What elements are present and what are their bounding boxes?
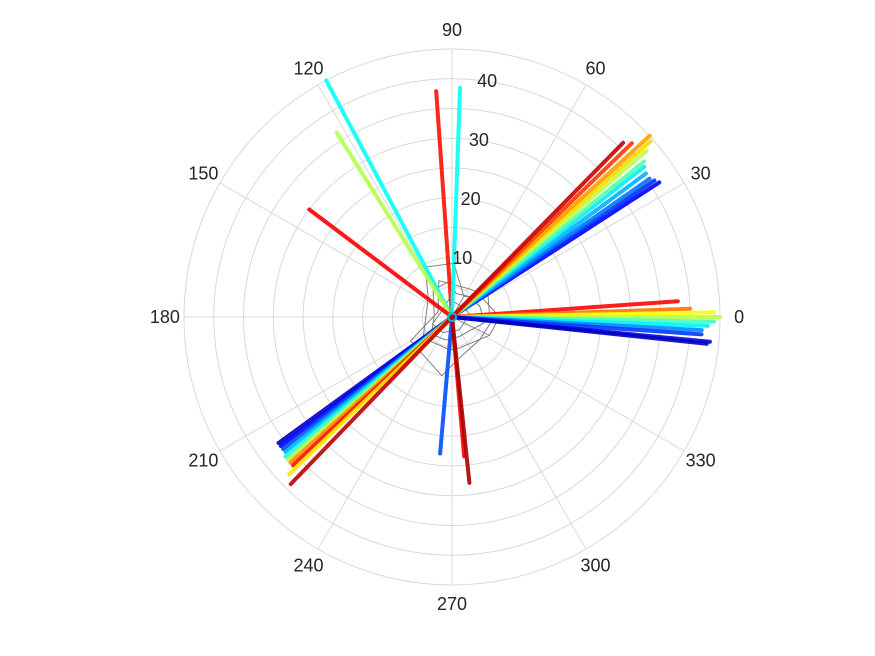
web-line — [430, 280, 485, 341]
theta-tick-label: 30 — [691, 164, 711, 184]
data-ray — [307, 207, 454, 319]
data-ray — [288, 315, 454, 487]
theta-tick-label: 120 — [293, 58, 323, 78]
theta-tick-label: 150 — [188, 164, 218, 184]
theta-tick-label: 330 — [686, 451, 716, 471]
r-tick-label: 20 — [461, 189, 481, 209]
grid-spoke — [451, 316, 685, 452]
theta-tick-label: 270 — [437, 594, 467, 614]
grid-spoke — [317, 316, 453, 550]
data-ray — [450, 315, 472, 485]
grid-spoke — [451, 182, 685, 318]
grid-spoke — [219, 182, 453, 318]
data-ray — [434, 89, 454, 319]
data-rays — [276, 78, 722, 487]
theta-tick-label: 90 — [442, 20, 462, 40]
web-line — [451, 316, 490, 336]
center-marker — [447, 312, 457, 322]
grid-spoke — [219, 316, 453, 452]
theta-tick-label: 300 — [580, 556, 610, 576]
grid-spoke — [451, 316, 587, 550]
data-ray — [334, 130, 454, 319]
data-ray — [450, 315, 709, 346]
r-tick-label: 10 — [452, 248, 472, 268]
data-ray — [438, 315, 454, 456]
theta-tick-label: 180 — [150, 307, 180, 327]
theta-tick-label: 240 — [293, 556, 323, 576]
data-ray — [450, 85, 462, 319]
axis-labels: 0 30 60 90 120 150 180 210 240 270 300 330 10 20 30 40 — [150, 20, 744, 614]
theta-tick-label: 0 — [734, 307, 744, 327]
theta-tick-label: 60 — [585, 58, 605, 78]
grid-spoke — [451, 84, 587, 318]
theta-tick-label: 210 — [188, 451, 218, 471]
data-ray — [450, 140, 626, 319]
r-tick-label: 40 — [477, 71, 497, 91]
r-tick-label: 30 — [469, 130, 489, 150]
data-ray — [324, 78, 454, 319]
